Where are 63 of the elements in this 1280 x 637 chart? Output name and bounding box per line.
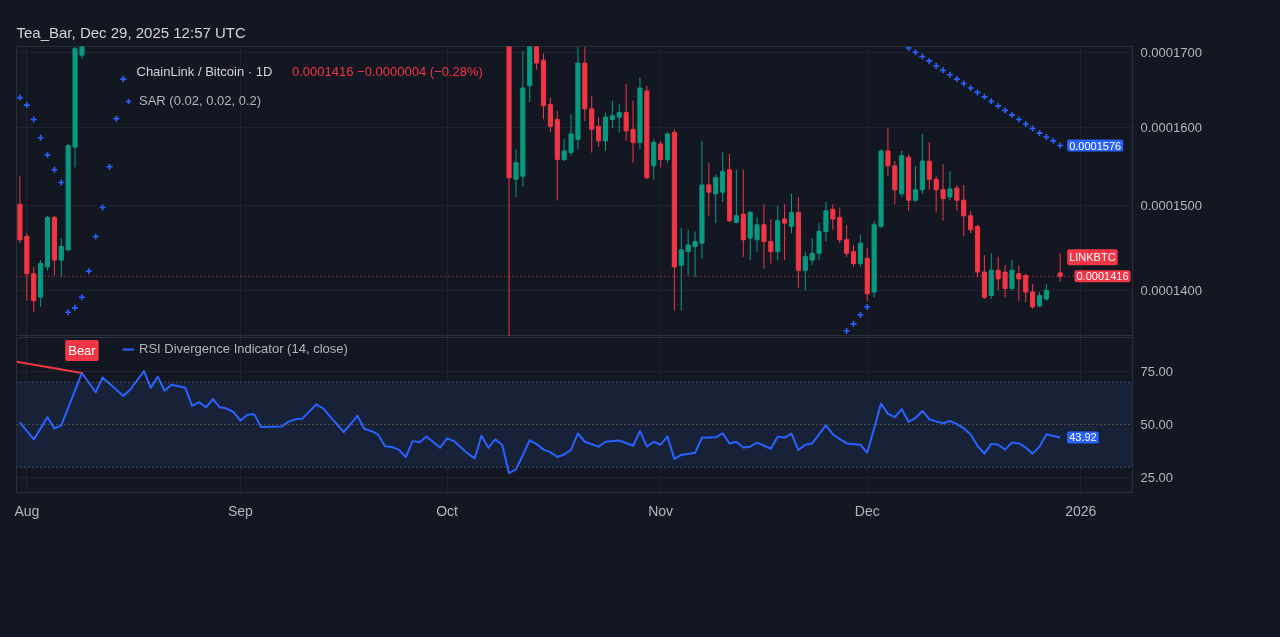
point: [64, 308, 72, 317]
candlestick: [713, 174, 719, 224]
candlestick: [706, 162, 712, 217]
candlestick: [912, 165, 919, 203]
point: [946, 70, 954, 79]
candlestick: [609, 100, 615, 129]
candlestick: [658, 140, 664, 168]
data-label: 43.92: [1069, 431, 1097, 444]
candlestick: [788, 193, 795, 234]
x-tick-label: 2026: [1065, 502, 1097, 519]
candlestick: [961, 184, 967, 237]
y-tick-label: 0.0001400: [1140, 282, 1202, 298]
y-tick-label: 75.00: [1140, 363, 1174, 379]
candlestick: [850, 244, 857, 268]
candlestick: [857, 234, 863, 268]
candlestick: [596, 116, 602, 148]
x-tick-label: Nov: [648, 502, 674, 519]
y-tick-label: 25.00: [1140, 470, 1174, 486]
point: [23, 101, 31, 109]
point: [925, 57, 934, 65]
annotation: 0.0001416 −0.0000004 (−0.28%): [292, 63, 483, 79]
legend-label: RSI Divergence Indicator (14, close): [139, 341, 348, 356]
y-tick-label: 0.0001500: [1140, 198, 1202, 214]
point: [78, 293, 86, 302]
candlestick: [782, 203, 788, 261]
candlestick: [954, 184, 960, 212]
candlestick: [947, 170, 953, 201]
point: [71, 304, 79, 312]
data-label: 0.0001576: [1069, 139, 1122, 152]
candlestick: [1009, 259, 1015, 291]
candlestick: [602, 112, 609, 152]
line-series: [18, 370, 1062, 475]
x-tick-label: Sep: [227, 502, 254, 519]
point: [1021, 120, 1030, 128]
point: [932, 62, 940, 70]
candlestick: [616, 103, 622, 133]
x-tick-label: Aug: [14, 502, 40, 519]
y-tick-label: 50.00: [1140, 417, 1174, 433]
x-tick-label: Oct: [436, 502, 459, 519]
point: [953, 75, 961, 83]
candlestick: [968, 210, 974, 234]
ref-line-label: 0.0001416: [1076, 270, 1129, 283]
y-tick-label: 0.0001600: [1140, 119, 1202, 135]
x-tick-label: Dec: [854, 502, 880, 519]
point: [994, 102, 1002, 110]
chart-title: Tea_Bar, Dec 29, 2025 12:57 UTC: [16, 23, 246, 41]
candlestick: [733, 169, 739, 224]
text: ChainLink / Bitcoin · 1D: [136, 63, 273, 79]
point: [1049, 137, 1058, 145]
candlestick: [940, 163, 946, 222]
point: [85, 267, 93, 275]
candlestick: [547, 97, 553, 133]
annotation: Bear: [68, 342, 97, 358]
point: [1008, 111, 1016, 119]
candlestick: [651, 138, 657, 180]
candlestick: [720, 152, 726, 203]
annotation: LINKBTC: [1069, 251, 1116, 264]
legend-label: SAR (0.02, 0.02, 0.2): [139, 93, 262, 108]
point: [863, 303, 872, 311]
point: [119, 75, 128, 83]
y-tick-label: 0.0001700: [1140, 45, 1202, 61]
candlestick: [844, 224, 850, 258]
candlestick: [1030, 283, 1036, 310]
